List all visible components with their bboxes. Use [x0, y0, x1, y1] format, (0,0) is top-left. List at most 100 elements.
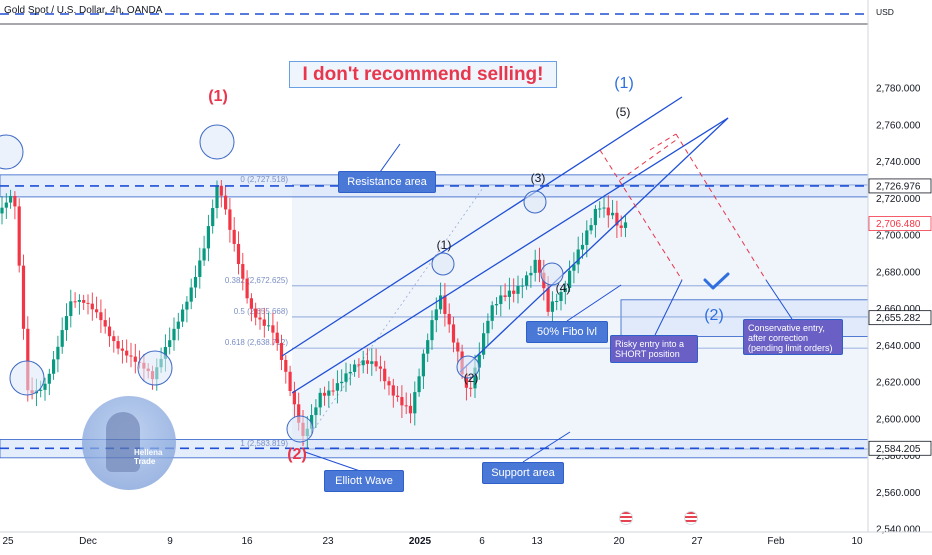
time-tick-label[interactable]: 10 [851, 536, 863, 547]
projection-path-up [619, 139, 677, 181]
price-tick-label[interactable]: 2,680.000 [876, 267, 921, 278]
candle-body [198, 260, 202, 277]
note-pointer [379, 143, 401, 173]
candle-body [421, 353, 425, 377]
price-marker-box [868, 440, 932, 456]
wave-label: (2) [704, 307, 724, 324]
price-marker-label[interactable]: 2,655.282 [876, 313, 921, 324]
candle-body [43, 383, 47, 390]
price-marker-label[interactable]: 2,584.205 [876, 444, 921, 455]
candle-body [520, 285, 524, 287]
candle-body [249, 298, 253, 309]
candle-body [310, 415, 314, 429]
candle-body [606, 207, 610, 216]
candle-body [589, 225, 593, 231]
candle-body [430, 320, 434, 341]
pivot-marker [199, 124, 235, 160]
candle-body [17, 206, 21, 266]
pivot-marker [540, 262, 564, 286]
time-tick-label[interactable]: 27 [691, 536, 703, 547]
candle-body [400, 397, 404, 406]
candle-body [82, 300, 86, 303]
us-event-flag-icon[interactable] [684, 511, 698, 525]
price-tick-label[interactable]: 2,760.000 [876, 120, 921, 131]
candle-body [254, 308, 258, 318]
symbol-title[interactable]: Gold Spot / U.S. Dollar, 4h, OANDA [4, 5, 163, 16]
price-tick-label[interactable]: 2,640.000 [876, 341, 921, 352]
price-tick-label[interactable]: 2,620.000 [876, 378, 921, 389]
price-marker-box [868, 310, 932, 326]
price-tick-label[interactable]: 2,540.000 [876, 525, 921, 536]
time-tick-label[interactable]: Dec [79, 536, 97, 547]
candle-body [73, 301, 77, 303]
price-tick-label[interactable]: 2,600.000 [876, 414, 921, 425]
candle-body [529, 272, 533, 276]
time-tick-label[interactable]: 20 [613, 536, 625, 547]
candle-body [486, 320, 490, 334]
candle-body [494, 304, 499, 306]
candle-body [331, 390, 335, 392]
fibo-level-label: 50% Fibo lvl [526, 321, 608, 343]
time-tick-label[interactable]: 25 [2, 536, 14, 547]
price-marker-box [868, 216, 932, 231]
candle-body [623, 222, 628, 228]
time-tick-label[interactable]: 6 [479, 536, 485, 547]
watermark-figure-icon [106, 412, 140, 472]
candle-body [64, 316, 69, 331]
price-tick-label[interactable]: 2,780.000 [876, 84, 921, 95]
candle-body [357, 364, 361, 366]
price-tick-label[interactable]: 2,700.000 [876, 231, 921, 242]
wave-label: (5) [616, 105, 631, 119]
price-marker-label[interactable]: 2,726.976 [876, 181, 921, 192]
price-marker-label[interactable]: 2,706.480 [876, 219, 921, 230]
candle-body [129, 355, 133, 357]
time-tick-label[interactable]: 23 [322, 536, 334, 547]
price-marker-box [868, 178, 932, 194]
candle-body [340, 381, 344, 384]
candle-body [267, 325, 271, 327]
price-tick-label[interactable]: 2,580.000 [876, 451, 921, 462]
candle-body [559, 291, 563, 301]
candle-body [181, 309, 185, 322]
candle-body [322, 392, 327, 396]
price-tick-label[interactable]: 2,560.000 [876, 488, 921, 499]
candle-body [576, 249, 580, 265]
time-tick-label[interactable]: Feb [767, 536, 785, 547]
note-pointer [304, 451, 361, 472]
candle-body [189, 287, 193, 302]
candle-body [383, 368, 387, 382]
candle-body [439, 295, 443, 310]
candle-body [107, 326, 112, 337]
candle-body [52, 359, 56, 374]
time-tick-label[interactable]: 9 [167, 536, 173, 547]
fib-level-label: 1 (2,583.819) [240, 439, 288, 448]
price-tick-label[interactable]: 2,740.000 [876, 157, 921, 168]
candle-body [288, 371, 292, 392]
time-tick-label[interactable]: 2025 [409, 536, 432, 547]
candle-body [507, 290, 511, 297]
candle-body [215, 185, 219, 209]
candle-body [4, 202, 8, 208]
candle-body [236, 243, 241, 265]
projection-path-conservative [675, 133, 767, 281]
candle-body [176, 321, 180, 329]
candle-body [417, 376, 421, 393]
note-pointer [566, 284, 622, 322]
trend-line [291, 117, 729, 394]
watermark-logo: Hellena Trade [82, 396, 176, 490]
candle-body [112, 336, 116, 342]
fib-level-label: 0 (2,727.518) [240, 175, 288, 184]
us-event-flag-icon[interactable] [619, 511, 633, 525]
candle-body [9, 195, 13, 203]
price-tick-label[interactable]: 2,720.000 [876, 194, 921, 205]
candle-body [568, 270, 572, 288]
trend-line [281, 96, 683, 357]
time-tick-label[interactable]: 13 [531, 536, 543, 547]
candle-body [580, 244, 585, 250]
pivot-marker [456, 355, 480, 379]
candle-body [482, 333, 486, 355]
price-tick-label[interactable]: 2,660.000 [876, 304, 921, 315]
candle-body [344, 373, 348, 382]
time-tick-label[interactable]: 16 [241, 536, 253, 547]
